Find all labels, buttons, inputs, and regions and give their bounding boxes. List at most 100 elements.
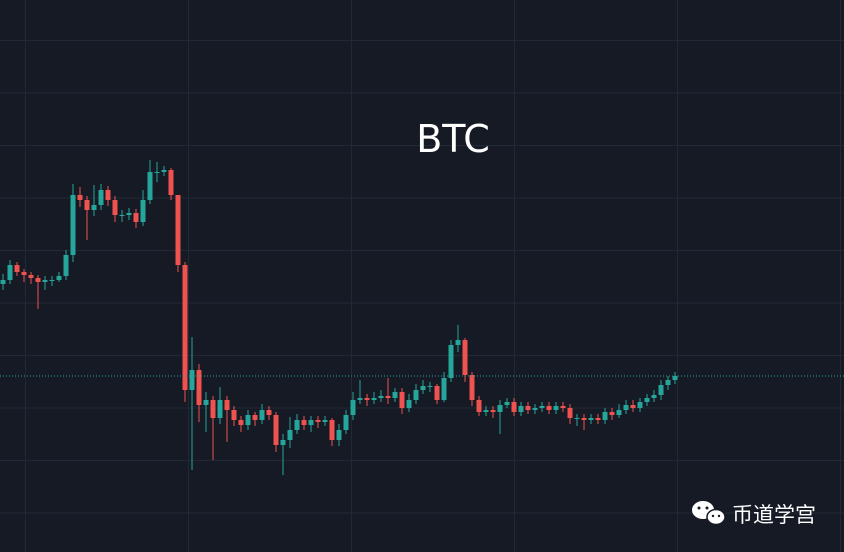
candle-body [133, 213, 139, 222]
candle-body [630, 405, 636, 408]
candle-body [7, 265, 13, 280]
candle-body [161, 170, 167, 172]
candle-body [518, 406, 524, 412]
candle-body [35, 278, 41, 282]
candle-body [147, 172, 153, 200]
candle-body [476, 400, 482, 412]
candle-body [490, 410, 496, 412]
watermark-text: 币道学宫 [732, 503, 816, 527]
candle-body [49, 280, 55, 281]
candle-body [84, 200, 90, 210]
candle-body [175, 195, 181, 265]
candle-body [644, 398, 650, 402]
candle-body [448, 345, 454, 378]
candle-body [392, 392, 398, 398]
candle-body [28, 275, 34, 278]
candle-body [42, 280, 48, 282]
candle-body [21, 272, 27, 275]
candle-body [301, 420, 307, 425]
candle-body [420, 386, 426, 390]
candle-body [469, 375, 475, 400]
watermark-icon [692, 501, 726, 526]
candle-body [210, 400, 216, 418]
candle-body [553, 406, 559, 410]
candle-body [455, 340, 461, 345]
candle-body [595, 418, 601, 420]
candle-body [322, 420, 328, 422]
candle-body [154, 172, 160, 173]
candle-body [637, 402, 643, 408]
candle-body [105, 190, 111, 200]
candle-body [266, 410, 272, 415]
candle-body [609, 412, 615, 415]
candle-body [98, 190, 104, 205]
candle-body [672, 376, 678, 380]
candle-body [588, 418, 594, 420]
candle-body [511, 402, 517, 412]
candle-body [91, 205, 97, 210]
candle-body [119, 215, 125, 216]
candle-body [504, 402, 510, 405]
candle-body [385, 396, 391, 398]
candle-body [567, 408, 573, 418]
candle-body [343, 415, 349, 430]
candle-body [651, 395, 657, 398]
candle-body [70, 195, 76, 255]
candle-body [483, 410, 489, 412]
candle-body [462, 340, 468, 375]
candle-body [56, 276, 62, 280]
candle-body [112, 200, 118, 215]
chart-title: BTC [416, 117, 490, 161]
candle-body [140, 200, 146, 222]
candle-body [63, 255, 69, 276]
candle-body [315, 420, 321, 422]
candle-body [231, 410, 237, 420]
candle-body [336, 430, 342, 440]
candle-body [413, 390, 419, 400]
candle-body [532, 408, 538, 410]
candle-body [0, 280, 6, 284]
candle-body [581, 418, 587, 420]
candle-body [280, 440, 286, 445]
candle-body [441, 378, 447, 400]
candle-body [378, 396, 384, 398]
candle-body [357, 398, 363, 400]
candle-body [406, 400, 412, 408]
candle-body [189, 370, 195, 390]
candle-body [350, 400, 356, 415]
candle-body [497, 405, 503, 412]
candle-body [560, 406, 566, 408]
candle-body [364, 398, 370, 400]
candle-body [182, 265, 188, 390]
candle-body [658, 385, 664, 395]
candles [0, 160, 844, 475]
candle-body [245, 415, 251, 425]
candle-body [259, 410, 265, 420]
candle-body [329, 420, 335, 440]
candle-body [574, 418, 580, 419]
candle-body [665, 380, 671, 385]
candle-body [434, 386, 440, 400]
candle-body [602, 412, 608, 420]
candle-body [371, 398, 377, 400]
candle-body [525, 406, 531, 410]
candle-body [273, 415, 279, 445]
candle-body [399, 392, 405, 408]
candle-body [294, 420, 300, 430]
candle-body [224, 400, 230, 410]
candle-body [616, 410, 622, 415]
candle-body [203, 400, 209, 405]
candle-body [427, 386, 433, 387]
candle-body [126, 213, 132, 215]
candle-body [308, 420, 314, 425]
candle-body [196, 370, 202, 405]
candle-body [238, 420, 244, 425]
candle-body [546, 406, 552, 410]
candle-body [77, 195, 83, 200]
candle-body [14, 265, 20, 272]
candle-body [539, 406, 545, 408]
candle-body [287, 430, 293, 440]
candle-body [623, 405, 629, 410]
